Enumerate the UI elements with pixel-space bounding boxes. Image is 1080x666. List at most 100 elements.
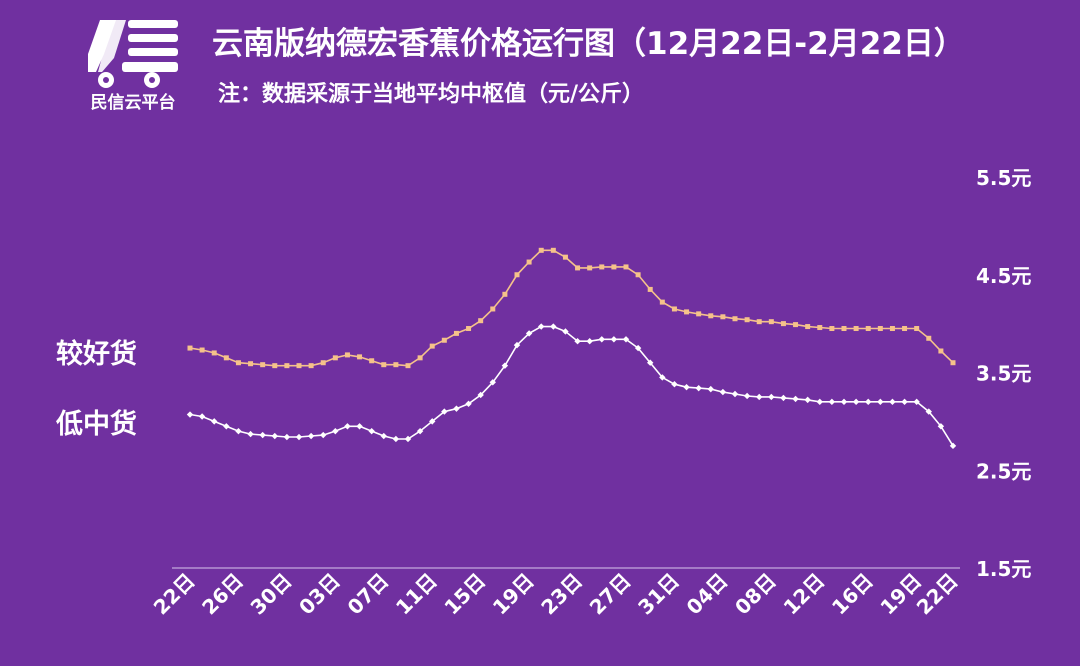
data-point xyxy=(684,309,690,315)
data-point xyxy=(380,432,387,440)
data-point xyxy=(937,423,945,430)
data-point xyxy=(817,325,823,331)
data-point xyxy=(478,318,484,324)
data-point xyxy=(877,398,884,406)
data-point xyxy=(901,398,908,406)
y-tick-label: 4.5元 xyxy=(976,264,1031,288)
data-point xyxy=(731,390,739,398)
data-point xyxy=(453,330,459,336)
data-point xyxy=(865,326,871,332)
data-point xyxy=(562,328,569,335)
x-tick-label: 22日 xyxy=(149,569,200,620)
data-point xyxy=(357,354,363,360)
x-tick-label: 19日 xyxy=(875,569,926,620)
data-point xyxy=(828,398,836,406)
data-point xyxy=(477,391,484,399)
data-point xyxy=(248,361,254,367)
data-point xyxy=(792,395,799,403)
data-point xyxy=(719,388,727,396)
data-point xyxy=(793,322,799,328)
data-point xyxy=(877,326,883,332)
data-point xyxy=(841,326,847,332)
data-point xyxy=(804,396,811,404)
data-point xyxy=(489,379,496,386)
data-point xyxy=(344,352,350,358)
data-point xyxy=(840,398,848,406)
data-point xyxy=(914,326,920,332)
data-point xyxy=(356,423,363,430)
data-point xyxy=(259,431,266,439)
data-point xyxy=(913,398,920,406)
data-point xyxy=(429,418,436,425)
data-point xyxy=(320,431,327,439)
data-point xyxy=(271,432,278,440)
data-point xyxy=(768,319,774,325)
series-layer xyxy=(186,247,957,450)
x-tick-label: 03日 xyxy=(294,569,345,620)
x-tick-label: 12日 xyxy=(779,569,830,620)
data-point xyxy=(635,272,641,278)
legend-label-2: 低中货 xyxy=(55,408,137,440)
brand-name: 民信云平台 xyxy=(90,93,176,113)
series-line-1 xyxy=(189,249,954,367)
data-point xyxy=(950,360,956,366)
data-point xyxy=(829,326,835,332)
data-point xyxy=(732,316,738,322)
data-point xyxy=(272,363,278,369)
data-point xyxy=(199,347,205,353)
x-tick-label: 30日 xyxy=(246,569,297,620)
data-point xyxy=(852,398,860,406)
x-tick-label: 15日 xyxy=(439,569,490,620)
data-point xyxy=(574,338,581,345)
data-point xyxy=(235,427,242,435)
data-point xyxy=(381,362,387,368)
data-point xyxy=(332,355,338,361)
x-tick-label: 16日 xyxy=(827,569,878,620)
data-point xyxy=(634,344,642,352)
data-point xyxy=(562,254,568,260)
data-point xyxy=(647,359,654,366)
data-point xyxy=(622,336,630,343)
x-tick-label: 22日 xyxy=(912,569,963,620)
data-point xyxy=(853,326,859,332)
data-point xyxy=(671,381,678,388)
data-point xyxy=(392,435,400,443)
data-point xyxy=(526,259,532,265)
y-tick-label: 2.5元 xyxy=(976,459,1031,483)
data-point xyxy=(307,432,315,440)
data-point xyxy=(768,393,775,401)
brand-logo: 民信云平台 xyxy=(78,10,188,113)
x-tick-label: 07日 xyxy=(343,569,394,620)
data-point xyxy=(429,343,435,349)
x-tick-label: 31日 xyxy=(633,569,684,620)
data-point xyxy=(647,286,653,292)
x-tick-label: 26日 xyxy=(197,569,248,620)
data-point xyxy=(926,335,932,341)
data-point xyxy=(708,313,714,319)
data-point xyxy=(211,418,218,425)
data-point xyxy=(466,326,472,332)
data-point xyxy=(659,299,665,305)
data-point xyxy=(623,264,629,270)
data-point xyxy=(902,326,908,332)
data-point xyxy=(223,355,229,361)
data-point xyxy=(550,323,557,330)
data-point xyxy=(404,435,412,443)
data-point xyxy=(453,405,460,412)
data-point xyxy=(538,247,544,253)
data-point xyxy=(889,398,896,406)
data-point xyxy=(538,323,545,330)
data-point xyxy=(283,433,291,441)
data-point xyxy=(502,291,508,297)
data-point xyxy=(756,393,763,401)
data-point xyxy=(441,337,447,343)
y-tick-label: 1.5元 xyxy=(976,557,1031,581)
data-point xyxy=(198,413,206,420)
data-point xyxy=(671,306,677,312)
data-point xyxy=(260,362,266,368)
x-tick-label: 08日 xyxy=(730,569,781,620)
data-point xyxy=(235,360,241,366)
data-point xyxy=(296,363,302,369)
legend-label-1: 较好货 xyxy=(56,338,137,370)
